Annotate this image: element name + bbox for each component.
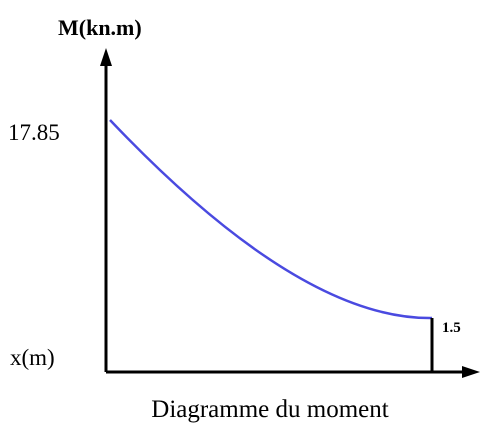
y-axis-arrow bbox=[100, 48, 112, 66]
x-axis-label: x(m) bbox=[10, 345, 55, 370]
y-axis-label: M(kn.m) bbox=[58, 15, 142, 40]
caption: Diagramme du moment bbox=[151, 396, 388, 423]
end-label: 1.5 bbox=[442, 320, 461, 336]
value-label: 17.85 bbox=[8, 120, 60, 145]
moment-curve bbox=[109, 119, 433, 320]
x-axis-arrow bbox=[462, 366, 480, 378]
